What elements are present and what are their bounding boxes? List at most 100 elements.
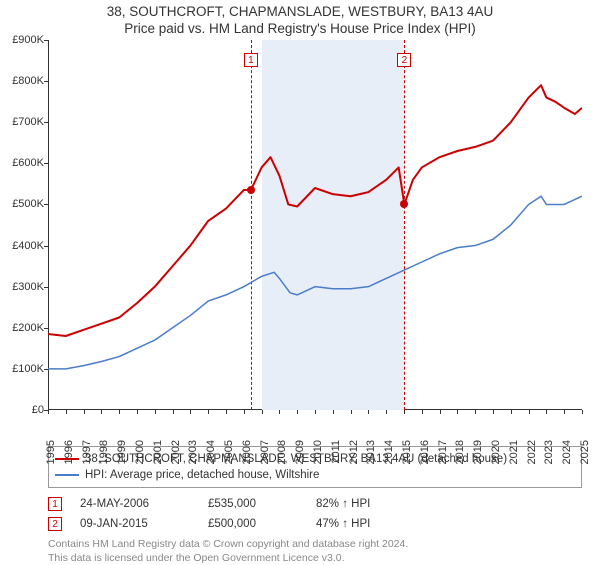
y-tick-label: £800K — [12, 75, 44, 87]
y-tick-label: £200K — [12, 322, 44, 334]
y-tick-label: £0 — [32, 404, 44, 416]
x-tick-label: 2023 — [543, 440, 555, 464]
y-tick-label: £600K — [12, 157, 44, 169]
legend-swatch — [55, 474, 79, 476]
transaction-number-icon: 1 — [48, 497, 62, 511]
y-tick-label: £500K — [12, 198, 44, 210]
x-tick-label: 2015 — [401, 440, 413, 464]
x-tick-label: 2013 — [365, 440, 377, 464]
x-tick — [475, 410, 476, 414]
chart-container: 38, SOUTHCROFT, CHAPMANSLADE, WESTBURY, … — [0, 4, 600, 564]
x-tick — [564, 410, 565, 414]
x-tick-label: 2012 — [348, 440, 360, 464]
transaction-vs-hpi: 82% ↑ HPI — [316, 498, 386, 510]
x-tick — [208, 410, 209, 414]
x-tick-label: 2007 — [259, 440, 271, 464]
chart-plot-area: £0£100K£200K£300K£400K£500K£600K£700K£80… — [48, 40, 582, 410]
transaction-number-icon: 2 — [48, 517, 62, 531]
x-tick — [511, 410, 512, 414]
x-tick-label: 2009 — [294, 440, 306, 464]
y-tick-label: £400K — [12, 240, 44, 252]
x-tick — [582, 410, 583, 414]
transaction-price: £535,000 — [208, 498, 298, 510]
transaction-row: 2 09-JAN-2015 £500,000 47% ↑ HPI — [48, 514, 582, 534]
x-tick — [84, 410, 85, 414]
x-tick-label: 2018 — [454, 440, 466, 464]
x-tick-label: 1999 — [116, 440, 128, 464]
footer-attribution: Contains HM Land Registry data © Crown c… — [48, 538, 582, 565]
transaction-marker-label: 1 — [244, 53, 258, 67]
x-tick-label: 2019 — [472, 440, 484, 464]
x-tick — [155, 410, 156, 414]
x-tick-label: 2025 — [579, 440, 591, 464]
transaction-date: 09-JAN-2015 — [80, 518, 190, 530]
x-tick — [101, 410, 102, 414]
x-tick — [279, 410, 280, 414]
x-tick-label: 2001 — [152, 440, 164, 464]
x-tick — [66, 410, 67, 414]
x-tick — [226, 410, 227, 414]
x-tick — [48, 410, 49, 414]
x-tick-label: 2017 — [437, 440, 449, 464]
legend-label: HPI: Average price, detached house, Wilt… — [85, 469, 319, 481]
footer-line-2: This data is licensed under the Open Gov… — [48, 552, 582, 565]
footer-line-1: Contains HM Land Registry data © Crown c… — [48, 538, 582, 552]
y-tick-label: £100K — [12, 363, 44, 375]
x-tick — [262, 410, 263, 414]
x-tick — [386, 410, 387, 414]
y-tick-label: £300K — [12, 281, 44, 293]
x-tick-label: 2010 — [312, 440, 324, 464]
x-tick-label: 2004 — [205, 440, 217, 464]
x-tick — [422, 410, 423, 414]
transaction-vs-hpi: 47% ↑ HPI — [316, 518, 386, 530]
x-tick — [368, 410, 369, 414]
x-tick — [315, 410, 316, 414]
x-tick — [493, 410, 494, 414]
transaction-marker-label: 2 — [397, 53, 411, 67]
x-tick — [529, 410, 530, 414]
x-tick — [546, 410, 547, 414]
x-tick-label: 2024 — [561, 440, 573, 464]
legend-item: HPI: Average price, detached house, Wilt… — [55, 467, 575, 483]
x-tick-label: 2000 — [134, 440, 146, 464]
series-lines — [48, 40, 582, 410]
x-tick-label: 2020 — [490, 440, 502, 464]
x-tick-label: 2008 — [276, 440, 288, 464]
x-tick — [457, 410, 458, 414]
series-hpi — [48, 196, 582, 369]
x-tick-label: 2002 — [170, 440, 182, 464]
x-tick-label: 2014 — [383, 440, 395, 464]
x-tick — [351, 410, 352, 414]
transaction-date: 24-MAY-2006 — [80, 498, 190, 510]
x-tick-label: 1997 — [81, 440, 93, 464]
transaction-marker-dot — [400, 200, 408, 208]
transaction-price: £500,000 — [208, 518, 298, 530]
x-tick — [333, 410, 334, 414]
x-tick — [119, 410, 120, 414]
title-address: 38, SOUTHCROFT, CHAPMANSLADE, WESTBURY, … — [0, 4, 600, 19]
x-tick — [297, 410, 298, 414]
x-tick — [137, 410, 138, 414]
x-tick-label: 2005 — [223, 440, 235, 464]
x-tick-label: 1998 — [98, 440, 110, 464]
x-tick — [173, 410, 174, 414]
x-tick — [440, 410, 441, 414]
x-tick-label: 2022 — [526, 440, 538, 464]
x-tick-label: 1996 — [63, 440, 75, 464]
series-property — [48, 85, 582, 336]
transactions-table: 1 24-MAY-2006 £535,000 82% ↑ HPI 2 09-JAN-201… — [48, 494, 582, 534]
transaction-marker-dot — [247, 186, 255, 194]
x-tick — [244, 410, 245, 414]
x-tick — [404, 410, 405, 414]
title-subtitle: Price paid vs. HM Land Registry's House … — [0, 21, 600, 36]
x-tick-label: 2016 — [419, 440, 431, 464]
x-tick — [190, 410, 191, 414]
x-tick-label: 2011 — [330, 440, 342, 464]
y-tick-label: £900K — [12, 34, 44, 46]
x-tick-label: 1995 — [45, 440, 57, 464]
transaction-row: 1 24-MAY-2006 £535,000 82% ↑ HPI — [48, 494, 582, 514]
y-tick-label: £700K — [12, 116, 44, 128]
x-tick-label: 2021 — [508, 440, 520, 464]
x-tick-label: 2003 — [187, 440, 199, 464]
x-tick-label: 2006 — [241, 440, 253, 464]
